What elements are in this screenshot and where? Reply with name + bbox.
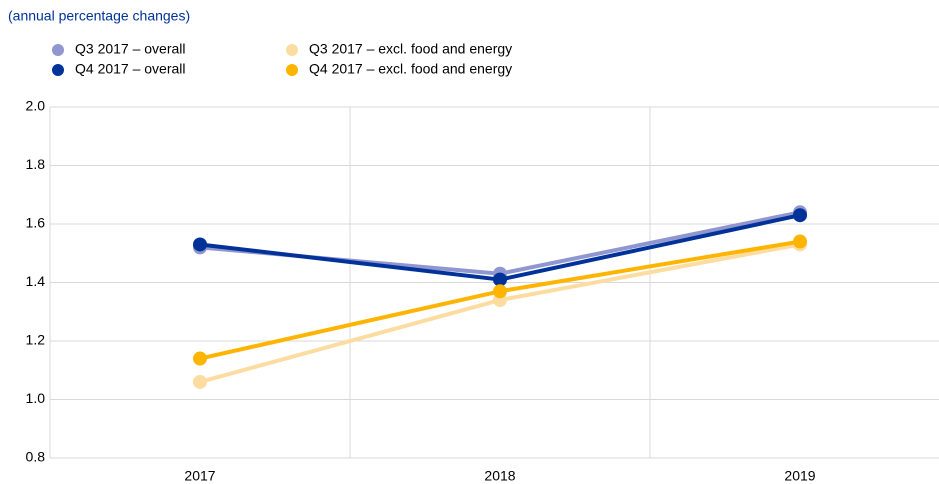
- chart-subtitle: (annual percentage changes): [8, 8, 190, 24]
- legend-swatch: [286, 64, 298, 76]
- data-point: [193, 374, 207, 389]
- y-tick-label: 1.2: [26, 332, 46, 348]
- data-point: [493, 272, 507, 287]
- data-point: [793, 234, 807, 249]
- x-tick-label: 2018: [484, 468, 515, 484]
- y-tick-label: 1.8: [26, 156, 46, 172]
- series-line: [199, 210, 801, 276]
- data-point: [793, 208, 807, 223]
- legend-label: Q4 2017 – excl. food and energy: [309, 61, 512, 77]
- data-point: [493, 284, 507, 299]
- x-tick-label: 2019: [784, 468, 815, 484]
- legend-label: Q3 2017 – excl. food and energy: [309, 41, 512, 57]
- data-point: [193, 351, 207, 366]
- x-tick-label: 2017: [184, 468, 215, 484]
- series-line: [199, 242, 801, 384]
- legend-label: Q3 2017 – overall: [75, 41, 186, 57]
- y-tick-label: 0.8: [26, 449, 46, 465]
- y-tick-label: 1.6: [26, 215, 46, 231]
- legend-swatch: [52, 64, 64, 76]
- y-tick-label: 1.4: [26, 273, 46, 289]
- legend-swatch: [286, 44, 298, 56]
- data-point: [193, 237, 207, 252]
- legend-swatch: [52, 44, 64, 56]
- y-tick-label: 2.0: [26, 98, 46, 114]
- legend-label: Q4 2017 – overall: [75, 61, 186, 77]
- y-tick-label: 1.0: [26, 390, 46, 406]
